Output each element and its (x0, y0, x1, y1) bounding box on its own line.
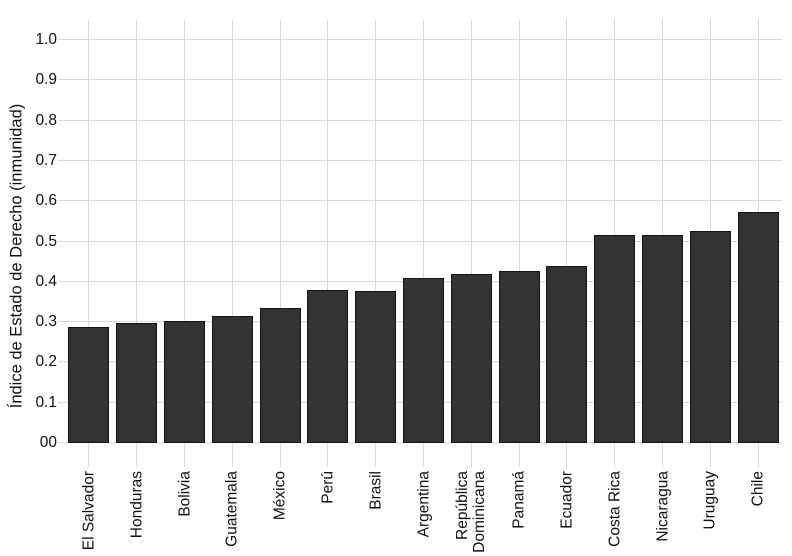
y-tick-label: 1.0 (35, 31, 57, 48)
y-tick-label: 0.5 (35, 232, 57, 250)
x-tick-mark (136, 443, 138, 467)
y-tick-mark (58, 240, 65, 242)
y-tick-mark (58, 200, 65, 202)
y-tick-mark (58, 159, 65, 161)
x-tick-mark (279, 443, 281, 467)
x-tick-label: Perú (319, 471, 337, 504)
x-tick-label: México (271, 471, 289, 521)
bar-chile (737, 212, 779, 443)
bar-brasil (355, 291, 397, 443)
y-tick-label: 0.3 (35, 313, 57, 331)
x-tick-label: Honduras (128, 471, 146, 539)
v-gridline (662, 20, 663, 443)
x-tick-mark (327, 443, 329, 467)
bar-argentina (403, 278, 444, 443)
y-tick-mark (58, 442, 65, 443)
x-tick-mark (88, 443, 90, 467)
x-tick-mark (614, 443, 616, 467)
x-tick-mark (757, 443, 759, 467)
plot-area (65, 20, 782, 443)
x-tick-mark (470, 443, 472, 467)
x-tick-label: Chile (749, 471, 767, 507)
v-gridline (470, 20, 472, 443)
y-tick-mark (58, 119, 65, 121)
y-tick-label: 0.6 (35, 192, 57, 210)
bar-ecuador (546, 266, 588, 443)
v-gridline (375, 20, 377, 443)
v-gridline (518, 20, 520, 443)
y-tick-mark (58, 79, 65, 81)
x-tick-mark (184, 443, 185, 467)
x-tick-label: El Salvador (80, 471, 98, 551)
x-tick-mark (231, 443, 233, 467)
y-tick-label: 0.7 (35, 151, 57, 169)
y-tick-label: 0.9 (35, 71, 57, 89)
v-gridline (136, 20, 138, 443)
y-tick-mark (58, 321, 65, 323)
bar-guatemala (211, 316, 253, 443)
x-tick-label: Argentina (415, 471, 432, 538)
x-tick-label: Panamá (510, 471, 528, 529)
x-tick-label: Uruguay (701, 471, 719, 530)
y-tick-mark (58, 361, 65, 363)
x-tick-label: Bolivia (176, 471, 193, 517)
x-tick-mark (566, 443, 568, 467)
v-gridline (614, 20, 616, 443)
bar-méxico (259, 308, 301, 443)
bar-honduras (116, 323, 158, 443)
x-tick-mark (375, 443, 377, 467)
x-tick-mark (518, 443, 520, 467)
x-tick-label: Costa Rica (606, 471, 624, 547)
x-tick-mark (423, 443, 424, 467)
y-tick-label: 0.4 (35, 272, 57, 290)
y-tick-label: 0.8 (35, 111, 57, 129)
y-tick-mark (58, 39, 65, 40)
bar-perú (307, 290, 349, 443)
y-tick-mark (58, 280, 65, 282)
bar-costa-rica (594, 235, 636, 443)
v-gridline (566, 20, 568, 443)
y-tick-label: 00 (39, 434, 57, 451)
y-tick-label: 0.2 (35, 353, 57, 371)
x-tick-mark (709, 443, 711, 467)
y-tick-mark (58, 401, 65, 403)
x-tick-label: Nicaragua (654, 471, 671, 542)
v-gridline (231, 20, 233, 443)
bar-nicaragua (642, 235, 683, 443)
v-gridline (184, 20, 185, 443)
v-gridline (423, 20, 424, 443)
bar-república-dominicana (450, 274, 492, 443)
x-tick-label: Guatemala (223, 471, 241, 547)
v-gridline (279, 20, 281, 443)
x-tick-label: República Dominicana (454, 471, 489, 553)
bar-panamá (498, 271, 540, 443)
v-gridline (88, 20, 90, 443)
v-gridline (327, 20, 329, 443)
bar-el-salvador (68, 327, 110, 443)
bar-uruguay (689, 231, 731, 443)
x-tick-mark (662, 443, 663, 467)
y-tick-label: 0.1 (35, 393, 57, 411)
bar-bolivia (164, 321, 205, 443)
x-tick-label: Brasil (367, 471, 385, 510)
x-tick-label: Ecuador (558, 471, 576, 529)
